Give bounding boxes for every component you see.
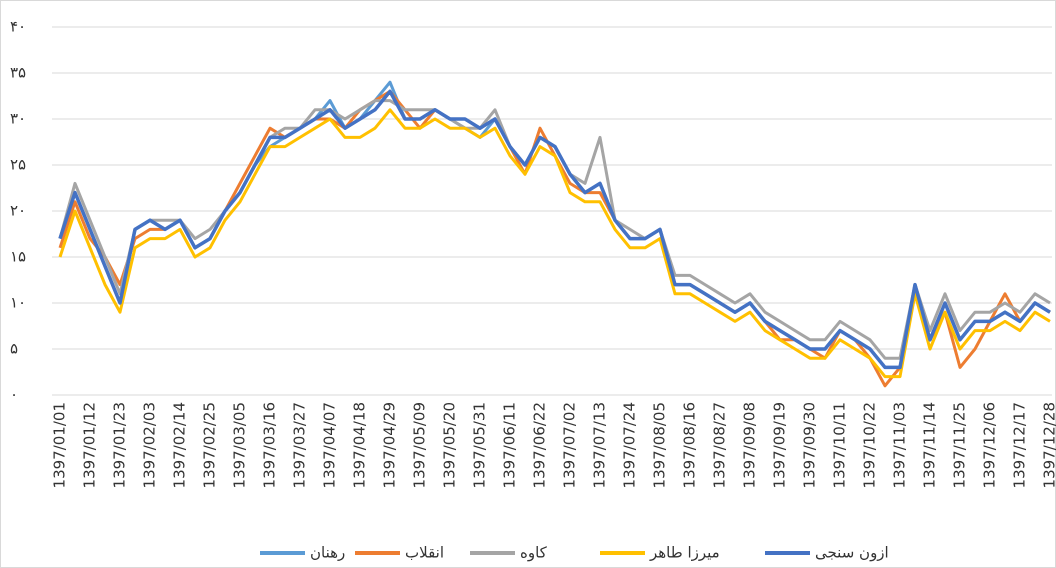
x-tick-label: 1397/01/12 (81, 402, 99, 488)
legend-label: انقلاب (405, 544, 444, 562)
x-tick-label: 1397/03/16 (261, 402, 279, 488)
x-tick-label: 1397/06/22 (531, 402, 549, 488)
y-tick-label: ۳۵ (10, 64, 26, 82)
x-tick-label: 1397/07/13 (591, 402, 609, 488)
x-tick-label: 1397/09/19 (771, 402, 789, 488)
legend-label: میرزا طاهر (649, 544, 720, 562)
legend-label: ازون سنجی (815, 544, 889, 562)
x-tick-label: 1397/07/02 (561, 402, 579, 488)
y-tick-label: ۱۵ (10, 248, 26, 266)
y-tick-label: ۵ (10, 340, 18, 358)
x-tick-label: 1397/11/14 (921, 402, 939, 488)
x-tick-label: 1397/02/03 (141, 402, 159, 488)
legend-label: کاوه (520, 544, 548, 562)
x-tick-label: 1397/12/17 (1011, 402, 1029, 488)
x-tick-label: 1397/06/11 (501, 402, 519, 488)
x-tick-label: 1397/08/16 (681, 402, 699, 488)
x-tick-label: 1397/11/25 (951, 402, 969, 488)
legend-label: رهنان (310, 544, 345, 562)
y-tick-label: ۴۰ (10, 18, 26, 36)
x-tick-label: 1397/01/23 (111, 402, 129, 488)
chart: ٠ ۵ ۱۰ ۱۵ ۲۰ ۲۵ ۳۰ ۳۵ ۴۰ 1397/01/01 1397/01/12 1397… (0, 0, 1056, 568)
y-tick-label: ۲۵ (10, 156, 26, 174)
x-tick-label: 1397/07/24 (621, 402, 639, 488)
x-tick-label: 1397/04/07 (321, 402, 339, 488)
x-tick-label: 1397/05/31 (471, 402, 489, 488)
x-tick-label: 1397/10/22 (861, 402, 879, 488)
y-tick-label: ۳۰ (10, 110, 26, 128)
y-tick-label: ٠ (10, 386, 18, 404)
x-tick-label: 1397/03/27 (291, 402, 309, 488)
page: {"chart_data": {"type": "line", "categor… (0, 0, 1056, 568)
x-tick-label: 1397/04/29 (381, 402, 399, 488)
x-tick-label: 1397/11/03 (891, 402, 909, 488)
y-tick-label: ۲۰ (10, 202, 26, 220)
x-tick-label: 1397/05/20 (441, 402, 459, 488)
y-tick-label: ۱۰ (10, 294, 26, 312)
x-tick-label: 1397/12/28 (1041, 402, 1056, 488)
x-tick-label: 1397/03/05 (231, 402, 249, 488)
x-tick-label: 1397/12/06 (981, 402, 999, 488)
x-tick-label: 1397/10/11 (831, 402, 849, 488)
x-tick-label: 1397/04/18 (351, 402, 369, 488)
x-tick-label: 1397/01/01 (51, 402, 69, 488)
x-tick-label: 1397/02/14 (171, 402, 189, 488)
x-tick-label: 1397/09/30 (801, 402, 819, 488)
x-tick-label: 1397/08/05 (651, 402, 669, 488)
x-tick-label: 1397/05/09 (411, 402, 429, 488)
x-tick-label: 1397/08/27 (711, 402, 729, 488)
x-tick-label: 1397/09/08 (741, 402, 759, 488)
x-tick-label: 1397/02/25 (201, 402, 219, 488)
